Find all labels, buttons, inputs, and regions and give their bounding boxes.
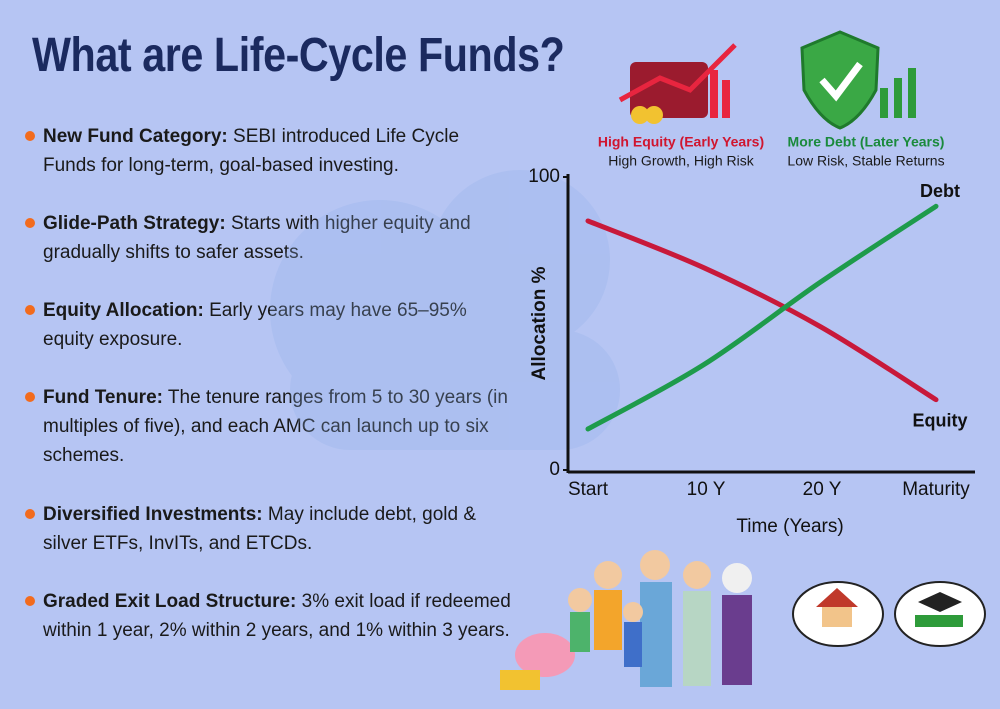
bullet-text: SEBI introduced Life Cycle Funds for lon…: [43, 126, 460, 176]
bullet: New Fund Category: SEBI introduced Life …: [25, 122, 513, 180]
equity-icon: [618, 43, 737, 124]
y-axis-label: Allocation %: [529, 266, 550, 380]
bullet-heading: Fund Tenure:: [43, 387, 163, 408]
bullet-heading: Diversified Investments:: [43, 504, 263, 525]
annotation-title: High Equity (Early Years): [598, 134, 764, 150]
annotation-title: More Debt (Later Years): [788, 134, 945, 150]
series-label: Equity: [912, 410, 967, 430]
bullet-heading: Graded Exit Load Structure:: [43, 591, 297, 612]
series-line: [585, 218, 939, 403]
x-axis-label: Time (Years): [736, 516, 843, 537]
series-label: Debt: [920, 181, 960, 201]
x-tick-label: Start: [568, 479, 609, 500]
annotation-subtitle: Low Risk, Stable Returns: [787, 153, 944, 169]
annotation-subtitle: High Growth, High Risk: [608, 153, 754, 169]
bullet-heading: Glide-Path Strategy:: [43, 213, 226, 234]
bullet: Equity Allocation: Early years may have …: [25, 296, 513, 354]
x-tick-label: Maturity: [902, 479, 970, 500]
bullet: Diversified Investments: May include deb…: [25, 500, 513, 558]
y-tick-label: 100: [528, 166, 560, 187]
bullet-text: May include debt, gold & silver ETFs, In…: [43, 504, 476, 554]
family-illustration: [500, 550, 986, 690]
bullet-text: Early years may have 65–95% equity expos…: [43, 300, 467, 350]
bullet-heading: Equity Allocation:: [43, 300, 204, 321]
x-tick-label: 20 Y: [803, 479, 842, 500]
y-tick-label: 0: [549, 459, 560, 480]
debt-icon: [800, 30, 916, 130]
decor: [270, 170, 620, 450]
x-tick-label: 10 Y: [687, 479, 726, 500]
bullet: Glide-Path Strategy: Starts with higher …: [25, 209, 513, 267]
bullet-heading: New Fund Category:: [43, 126, 228, 147]
series-line: [585, 203, 939, 432]
bullet-text: 3% exit load if redeemed within 1 year, …: [43, 591, 511, 641]
bullet-text: Starts with higher equity and gradually …: [43, 213, 471, 263]
bullet: Graded Exit Load Structure: 3% exit load…: [25, 587, 513, 645]
bullet: Fund Tenure: The tenure ranges from 5 to…: [25, 383, 513, 470]
bullet-text: The tenure ranges from 5 to 30 years (in…: [43, 387, 508, 466]
title: What are Life-Cycle Funds?: [32, 29, 565, 82]
